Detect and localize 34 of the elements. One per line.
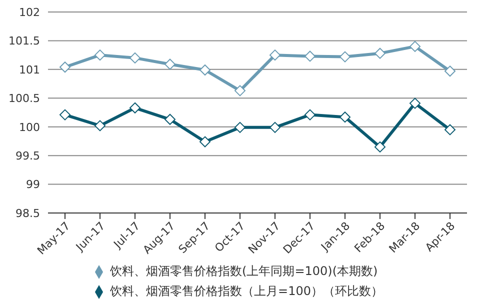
y-tick-label: 101	[19, 63, 40, 76]
point	[60, 62, 70, 73]
point	[60, 109, 70, 120]
legend-label: 饮料、烟酒零售价格指数（上月=100）（环比数）	[110, 284, 383, 298]
legend-label: 饮料、烟酒零售价格指数(上年同期=100)(本期数)	[110, 264, 378, 278]
point	[270, 122, 280, 133]
point	[94, 50, 106, 61]
y-tick-label: 98.5	[16, 206, 40, 220]
point	[200, 64, 210, 76]
y-tick-label: 99	[26, 178, 40, 192]
point	[374, 141, 386, 152]
point	[164, 114, 176, 125]
point	[340, 51, 350, 62]
point	[130, 52, 140, 64]
point	[340, 112, 350, 123]
point	[304, 50, 316, 62]
point	[304, 109, 316, 120]
point	[234, 122, 246, 133]
point	[94, 120, 106, 132]
y-tick-label: 100.5	[8, 92, 40, 106]
point	[410, 98, 420, 109]
point	[444, 124, 456, 136]
point	[444, 66, 456, 77]
point	[234, 85, 246, 96]
y-tick-label: 100	[19, 120, 40, 134]
point	[410, 40, 420, 52]
point	[374, 48, 386, 59]
point	[130, 102, 140, 114]
y-tick-label: 99.5	[16, 149, 40, 162]
y-tick-label: 101.5	[8, 34, 40, 48]
point	[164, 58, 176, 70]
point	[200, 136, 210, 148]
point	[270, 50, 280, 61]
y-tick-label: 102	[19, 6, 40, 19]
